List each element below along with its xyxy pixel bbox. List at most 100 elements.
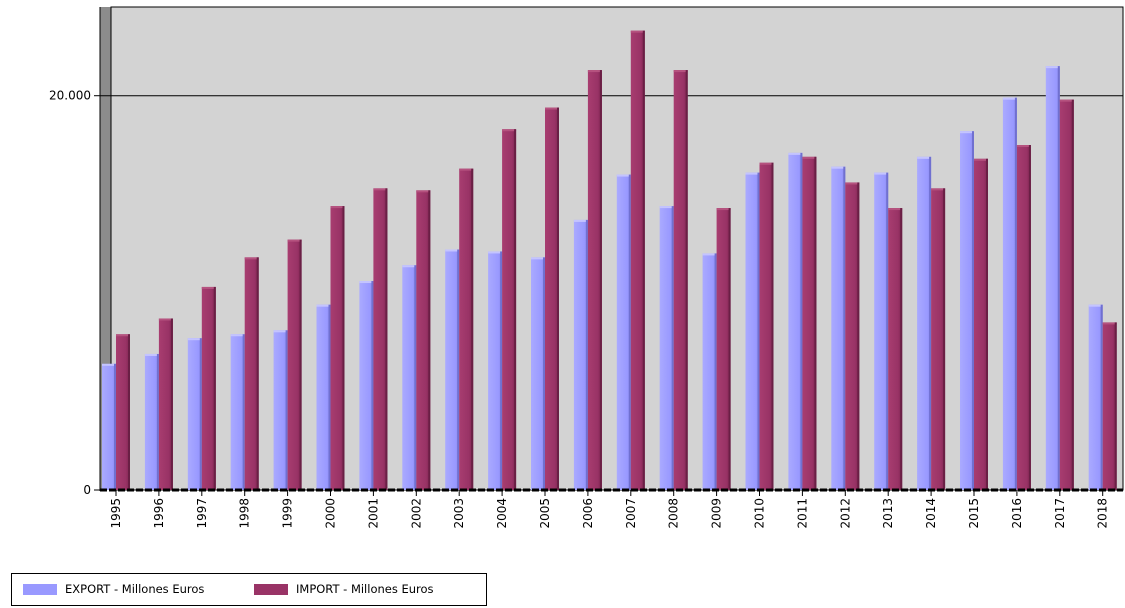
x-tick-label-2018: 2018 (1096, 498, 1110, 529)
bar-edge-import-2018 (1114, 322, 1117, 490)
bar-edge-export-2002 (414, 265, 417, 490)
bar-top-export-2013 (874, 172, 889, 175)
bar-top-export-2017 (1045, 66, 1060, 69)
bar-edge-export-2007 (628, 174, 631, 491)
bar-edge-import-2011 (814, 156, 817, 491)
bar-chart: 1995 1996 1997 1998 1999 2000 2001 2002 2003 2004… (49, 6, 1124, 529)
bar-edge-export-2009 (714, 253, 717, 490)
bar-top-import-2008 (673, 70, 688, 73)
bar-import-2013 (888, 208, 903, 491)
bar-top-export-2014 (917, 156, 932, 159)
bar-import-2016 (1016, 145, 1031, 490)
bar-export-2016 (1002, 97, 1017, 490)
bar-top-import-2009 (716, 208, 731, 211)
x-tick-label-2011: 2011 (795, 498, 809, 529)
bar-edge-export-2005 (543, 257, 545, 490)
bar-edge-export-2010 (757, 172, 760, 490)
bar-export-2008 (659, 206, 674, 490)
bar-top-import-2003 (459, 168, 474, 171)
bar-top-export-2001 (359, 281, 374, 284)
legend-item-import: IMPORT - Millones Euros (254, 582, 434, 596)
bar-top-import-2005 (545, 107, 559, 110)
x-tick-label-2007: 2007 (624, 498, 638, 529)
bar-edge-import-1998 (256, 257, 259, 490)
bar-top-import-2011 (802, 156, 817, 159)
bar-export-1997 (187, 338, 202, 490)
bar-import-2007 (630, 30, 645, 491)
bar-top-import-2013 (888, 208, 903, 211)
bar-edge-import-2005 (557, 107, 559, 491)
x-tick-label-2001: 2001 (366, 498, 380, 529)
bar-top-export-2018 (1088, 304, 1103, 307)
bar-top-import-2004 (502, 129, 517, 132)
bar-edge-import-2007 (642, 30, 645, 491)
bar-edge-import-2001 (385, 188, 388, 490)
bar-edge-export-2008 (671, 206, 674, 490)
bar-top-export-2007 (616, 174, 631, 177)
bar-top-export-2015 (960, 131, 974, 134)
bar-top-export-2011 (788, 152, 803, 155)
bar-export-1996 (144, 353, 159, 490)
bar-top-export-2000 (316, 304, 331, 307)
bar-top-export-2012 (831, 166, 846, 169)
bar-export-2001 (359, 281, 374, 490)
bar-export-2004 (488, 251, 503, 490)
bar-export-2002 (402, 265, 417, 490)
bar-top-export-2010 (745, 172, 760, 175)
bar-edge-import-2016 (1028, 145, 1031, 490)
bar-export-2009 (702, 253, 717, 490)
bar-import-2003 (459, 168, 474, 490)
plot-side-wall (100, 7, 111, 490)
bar-import-2018 (1102, 322, 1117, 490)
bar-edge-export-1998 (242, 334, 245, 490)
bar-import-2002 (416, 190, 431, 491)
bar-top-export-1997 (187, 338, 202, 341)
bar-edge-import-2013 (900, 208, 903, 491)
bar-import-1997 (201, 286, 216, 490)
x-tick-label-1998: 1998 (238, 498, 252, 529)
bar-edge-import-2003 (471, 168, 474, 490)
bar-edge-export-2013 (886, 172, 889, 490)
bar-top-import-2010 (759, 162, 774, 165)
bar-import-2001 (373, 188, 388, 490)
x-tick-label-2006: 2006 (581, 498, 595, 529)
bar-import-1995 (116, 334, 130, 490)
bar-top-import-2016 (1016, 145, 1031, 147)
bar-export-2005 (531, 257, 545, 490)
bar-import-2004 (502, 129, 517, 490)
bar-top-import-2002 (416, 190, 431, 193)
bar-import-2014 (931, 188, 946, 490)
bar-edge-export-2015 (972, 131, 974, 490)
x-tick-label-2014: 2014 (924, 498, 938, 529)
bar-top-export-1998 (230, 334, 245, 337)
bar-export-1998 (230, 334, 245, 490)
bar-top-export-2002 (402, 265, 417, 268)
legend-item-export: EXPORT - Millones Euros (23, 582, 204, 596)
bar-edge-export-1999 (285, 330, 288, 490)
bar-edge-import-2006 (599, 70, 602, 490)
bar-edge-export-1997 (199, 338, 202, 490)
x-tick-label-2010: 2010 (753, 498, 767, 529)
legend-label-import: IMPORT - Millones Euros (296, 582, 434, 596)
bar-edge-import-1999 (299, 239, 302, 490)
bar-edge-import-1995 (128, 334, 130, 490)
bar-top-import-2014 (931, 188, 946, 191)
x-tick-label-2009: 2009 (710, 498, 724, 529)
bar-export-2003 (445, 249, 460, 490)
x-tick-label-2000: 2000 (324, 498, 338, 529)
bar-edge-import-2002 (428, 190, 431, 491)
bar-edge-export-2016 (1014, 97, 1017, 490)
bar-import-1998 (244, 257, 259, 490)
bar-edge-export-2003 (457, 249, 460, 490)
bar-top-export-2008 (659, 206, 674, 209)
bar-top-import-2007 (630, 30, 645, 33)
y-tick-label-1: 20.000 (49, 89, 91, 103)
bar-top-import-1998 (244, 257, 259, 260)
bar-export-1995 (102, 363, 116, 490)
bar-top-import-1997 (201, 286, 216, 289)
bar-top-import-2006 (587, 70, 602, 73)
bar-edge-import-1997 (213, 286, 216, 490)
bar-edge-export-2012 (843, 166, 846, 490)
bar-top-export-2016 (1002, 97, 1017, 100)
bar-edge-import-2000 (342, 206, 345, 490)
